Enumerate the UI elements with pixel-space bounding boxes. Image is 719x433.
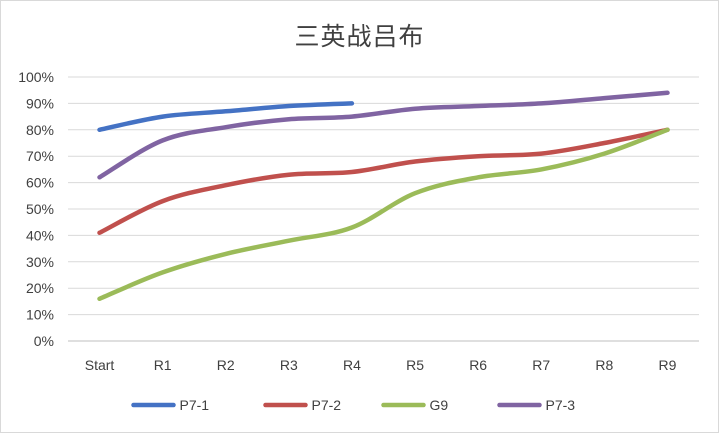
series-line-p7-3 (97, 90, 670, 180)
x-tick-label: Start (85, 357, 115, 373)
series-line-p7-2 (97, 127, 670, 236)
y-tick-label: 10% (26, 307, 54, 323)
y-tick-label: 90% (26, 95, 54, 111)
y-tick-label: 50% (26, 201, 54, 217)
legend-label: P7-2 (312, 397, 342, 413)
x-tick-label: R7 (532, 357, 550, 373)
y-tick-label: 40% (26, 227, 54, 243)
y-tick-label: 70% (26, 148, 54, 164)
x-tick-label: R3 (280, 357, 298, 373)
chart-title: 三英战吕布 (294, 22, 425, 51)
y-tick-label: 100% (18, 69, 54, 85)
series-line-g9 (97, 127, 670, 302)
legend-label: P7-1 (180, 397, 210, 413)
x-tick-label: R1 (154, 357, 172, 373)
x-tick-label: R6 (469, 357, 487, 373)
y-tick-label: 30% (26, 254, 54, 270)
y-tick-label: 60% (26, 175, 54, 191)
x-tick-label: R8 (595, 357, 613, 373)
y-tick-label: 20% (26, 280, 54, 296)
x-tick-label: R5 (406, 357, 424, 373)
x-tick-label: R4 (343, 357, 361, 373)
y-tick-label: 80% (26, 122, 54, 138)
legend-label: P7-3 (546, 397, 576, 413)
x-tick-label: R9 (658, 357, 676, 373)
x-tick-label: R2 (217, 357, 235, 373)
legend-label: G9 (430, 397, 449, 413)
series-line-p7-1 (97, 101, 355, 133)
y-tick-label: 0% (34, 333, 54, 349)
